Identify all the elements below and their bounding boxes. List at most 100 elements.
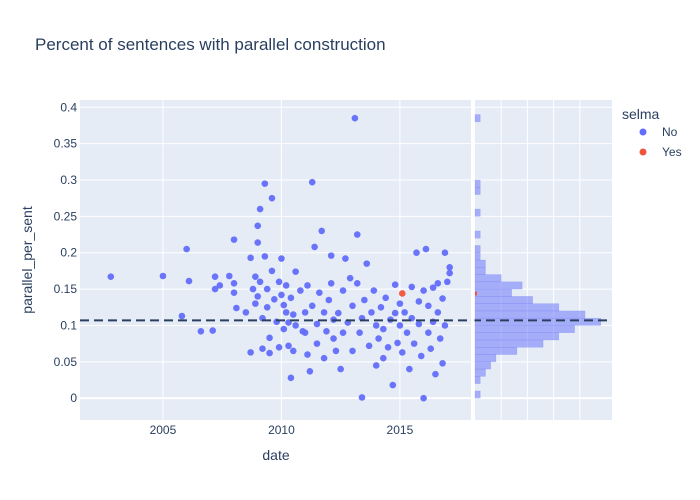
- data-point-no: [278, 291, 285, 299]
- histogram-bar: [474, 252, 481, 261]
- data-point-no: [304, 282, 311, 289]
- data-point-no: [349, 347, 356, 355]
- data-point-no: [396, 322, 404, 329]
- histogram-bar: [474, 288, 512, 297]
- histogram-bar: [474, 187, 481, 195]
- data-point-no: [446, 269, 453, 277]
- data-point-no: [313, 340, 321, 347]
- data-point-no: [413, 249, 420, 257]
- histogram-bar: [474, 390, 481, 399]
- histogram-bar: [474, 325, 575, 333]
- x-axis-label: date: [262, 447, 289, 463]
- data-point-no: [275, 343, 283, 351]
- data-point-no: [375, 335, 382, 342]
- data-point-no: [230, 289, 238, 297]
- data-point-no: [263, 285, 271, 293]
- histogram-bar: [474, 230, 481, 239]
- data-point-no: [254, 239, 262, 246]
- data-point-no: [159, 272, 167, 280]
- y-tick-label: 0: [70, 391, 77, 405]
- data-point-no: [415, 298, 423, 305]
- data-point-no: [368, 309, 375, 316]
- legend-item-no[interactable]: No: [639, 125, 678, 139]
- data-point-no: [304, 351, 311, 358]
- data-point-no: [370, 287, 378, 294]
- data-point-no: [301, 329, 309, 337]
- data-point-no: [377, 303, 385, 311]
- data-point-no: [356, 329, 363, 337]
- legend-marker-no: [639, 128, 647, 136]
- data-point-no: [261, 253, 269, 260]
- data-point-no: [261, 180, 269, 187]
- histogram-bar: [474, 368, 486, 377]
- data-point-no: [439, 295, 446, 302]
- data-point-no: [211, 285, 219, 293]
- data-point-no: [247, 349, 254, 356]
- data-point-no: [280, 301, 288, 309]
- y-tick-label: 0.35: [54, 137, 78, 151]
- y-axis-label: parallel_per_sent: [19, 206, 35, 314]
- y-tick-label: 0.2: [60, 246, 77, 260]
- data-point-no: [429, 284, 437, 291]
- data-point-no: [425, 329, 432, 337]
- data-points: [107, 114, 453, 402]
- data-point-no: [308, 178, 316, 186]
- data-point-no: [365, 342, 373, 350]
- data-point-no: [372, 322, 380, 329]
- data-point-no: [363, 260, 371, 267]
- data-point-no: [444, 278, 451, 286]
- data-point-no: [358, 394, 366, 401]
- y-tick-label: 0.3: [60, 173, 77, 187]
- data-point-no: [434, 279, 442, 287]
- data-point-no: [349, 302, 356, 310]
- data-point-no: [247, 254, 254, 262]
- histogram-bar: [474, 339, 544, 348]
- legend-item-yes[interactable]: Yes: [639, 145, 682, 159]
- data-point-no: [394, 339, 401, 347]
- data-point-no: [339, 329, 347, 337]
- main-plot-area: [80, 100, 471, 420]
- data-point-no: [334, 309, 342, 317]
- x-tick-labels: 2005 2010 2015: [150, 423, 414, 437]
- data-point-no: [268, 267, 276, 275]
- data-point-no: [425, 302, 432, 310]
- data-point-no: [389, 381, 397, 389]
- data-point-no: [408, 283, 416, 291]
- data-point-no: [320, 354, 328, 362]
- data-point-no: [403, 329, 411, 337]
- histogram-bar: [474, 303, 560, 312]
- histogram-bar: [474, 208, 481, 217]
- reference-lines: [80, 100, 612, 420]
- data-point-no: [292, 268, 299, 275]
- data-point-no: [282, 309, 290, 316]
- legend-title: selma: [622, 106, 660, 122]
- histogram-bar: [474, 354, 497, 363]
- data-point-no: [384, 343, 392, 351]
- data-point-no: [178, 312, 186, 320]
- data-point-no: [275, 278, 283, 286]
- data-point-no: [263, 303, 271, 311]
- y-tick-label: 0.1: [60, 318, 77, 332]
- data-point-no: [252, 300, 259, 307]
- data-point-no: [318, 227, 326, 235]
- data-point-no: [249, 285, 257, 293]
- data-point-no: [361, 296, 368, 304]
- histogram-bar: [474, 114, 481, 123]
- data-point-no: [242, 309, 250, 316]
- data-point-no: [441, 249, 449, 257]
- data-point-no: [311, 243, 318, 251]
- data-point-no: [230, 236, 238, 243]
- data-point-no: [320, 309, 328, 316]
- y-tick-label: 0.25: [54, 209, 78, 223]
- data-point-no: [185, 277, 193, 285]
- histogram-bar: [474, 361, 491, 370]
- histogram-bar: [474, 267, 486, 275]
- histogram-bar: [474, 245, 481, 253]
- data-point-no: [339, 287, 347, 294]
- data-point-no: [434, 309, 442, 316]
- data-point-no: [410, 340, 418, 347]
- data-point-no: [391, 309, 399, 317]
- legend-label-yes: Yes: [662, 145, 682, 159]
- data-point-no: [183, 245, 190, 253]
- data-point-no: [292, 322, 299, 329]
